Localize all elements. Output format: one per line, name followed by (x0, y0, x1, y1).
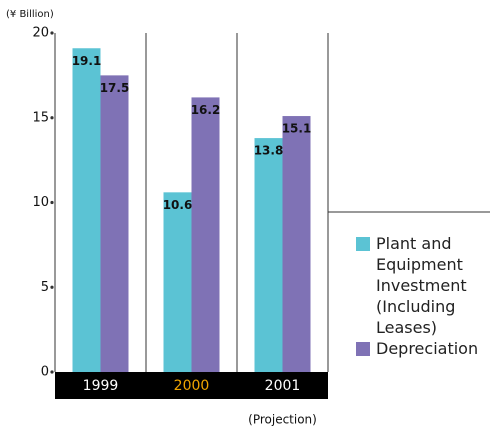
bar (100, 75, 129, 372)
bar (254, 138, 283, 372)
y-tick-label: 0 (41, 365, 49, 380)
category-band (55, 372, 328, 399)
x-tick-label: 2000 (174, 378, 210, 394)
legend-item: Depreciation (356, 338, 494, 359)
bar (191, 97, 220, 372)
legend-swatch (356, 342, 370, 356)
value-label: 17.5 (100, 81, 130, 95)
value-label: 15.1 (282, 122, 312, 136)
value-label: 19.1 (72, 54, 102, 68)
value-label: 16.2 (191, 103, 221, 117)
y-tick-label: 5 (41, 280, 49, 295)
tick-mark (50, 31, 54, 35)
legend: Plant and Equipment Investment (Includin… (356, 233, 494, 359)
note: (Projection) (248, 413, 317, 427)
bar (72, 48, 101, 372)
tick-mark (50, 200, 54, 205)
tick-mark (50, 370, 54, 374)
legend-label: Depreciation (376, 339, 479, 358)
bar (163, 192, 192, 372)
legend-label: Plant and Equipment Investment (Includin… (376, 234, 467, 337)
x-tick-label: 1999 (83, 378, 119, 394)
y-tick-label: 10 (32, 195, 49, 210)
value-label: 10.6 (163, 198, 193, 212)
y-axis-label: (¥ Billion) (6, 9, 54, 20)
x-tick-label: 2001 (265, 378, 301, 394)
legend-item: Plant and Equipment Investment (Includin… (356, 233, 494, 338)
value-label: 13.8 (254, 144, 284, 158)
bar (282, 116, 311, 373)
legend-swatch (356, 237, 370, 251)
tick-mark (50, 116, 54, 120)
y-tick-label: 15 (32, 110, 49, 125)
tick-mark (50, 285, 54, 289)
y-tick-label: 20 (32, 26, 49, 41)
